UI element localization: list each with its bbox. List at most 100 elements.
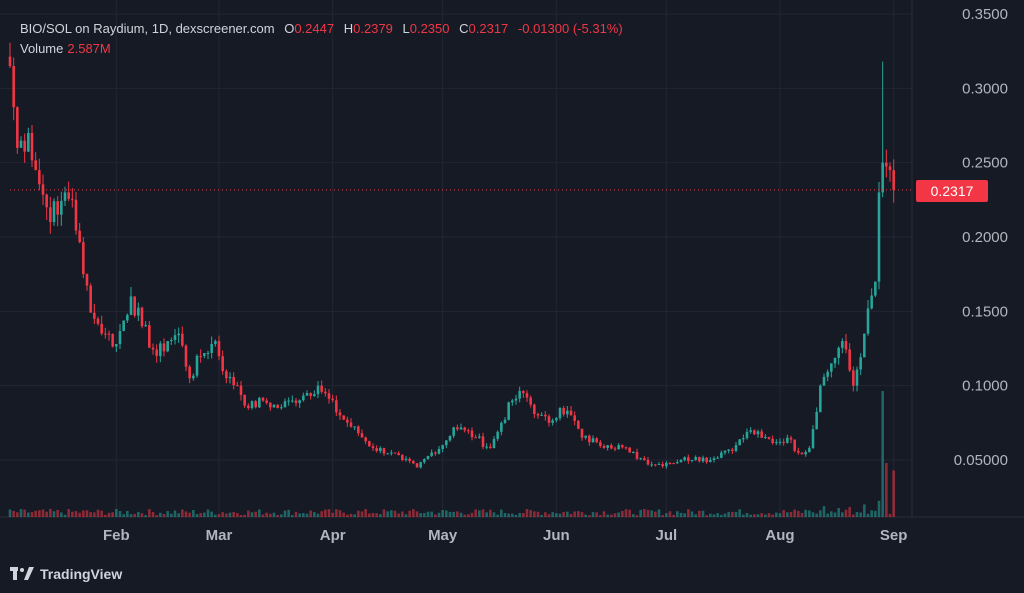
volume-bar bbox=[826, 513, 829, 517]
volume-bar bbox=[19, 509, 23, 517]
candle-body bbox=[408, 458, 411, 462]
candle-body bbox=[826, 371, 829, 377]
candle-body bbox=[786, 437, 789, 443]
candle-body bbox=[830, 363, 833, 372]
candle-body bbox=[547, 416, 551, 423]
volume-bar bbox=[580, 512, 584, 517]
candle-body bbox=[734, 445, 738, 451]
volume-bar bbox=[272, 512, 276, 517]
volume-bar bbox=[382, 509, 386, 517]
volume-bar bbox=[305, 513, 309, 517]
y-tick-label: 0.1500 bbox=[962, 303, 1008, 320]
candle-body bbox=[800, 452, 804, 455]
candle-body bbox=[335, 400, 338, 413]
candle-body bbox=[140, 307, 144, 327]
candle-body bbox=[639, 458, 642, 460]
candle-body bbox=[778, 441, 782, 443]
volume-bar bbox=[885, 463, 888, 517]
volume-bar bbox=[859, 512, 862, 517]
volume-bar bbox=[27, 512, 30, 517]
candle-body bbox=[595, 438, 598, 443]
candle-body bbox=[382, 448, 386, 454]
volume-bar bbox=[837, 508, 840, 517]
volume-bar bbox=[386, 511, 389, 517]
volume-bar bbox=[525, 509, 529, 517]
candle-body bbox=[456, 427, 459, 430]
candle-body bbox=[782, 441, 785, 443]
candle-body bbox=[657, 464, 661, 466]
candle-body bbox=[599, 442, 602, 446]
volume-bar bbox=[694, 514, 697, 517]
volume-bar bbox=[778, 513, 782, 517]
volume-bar bbox=[661, 515, 664, 517]
candle-body bbox=[129, 296, 133, 315]
candle-body bbox=[85, 274, 89, 286]
volume-bar bbox=[144, 515, 147, 517]
candle-body bbox=[613, 448, 617, 450]
volume-bar bbox=[716, 513, 719, 517]
candle-body bbox=[71, 198, 74, 200]
volume-bar bbox=[368, 513, 371, 517]
volume-bar bbox=[393, 510, 397, 517]
candle-body bbox=[529, 397, 532, 405]
x-tick-label: Apr bbox=[320, 527, 346, 544]
volume-bar bbox=[159, 512, 162, 517]
volume-bar bbox=[888, 513, 892, 517]
volume-bar bbox=[129, 514, 133, 517]
candle-body bbox=[485, 446, 488, 448]
candle-body bbox=[463, 427, 466, 431]
tradingview-footer[interactable]: TradingView bbox=[10, 564, 122, 584]
x-tick-label: Jul bbox=[655, 527, 677, 544]
candle-body bbox=[698, 457, 701, 462]
volume-bar bbox=[412, 509, 415, 517]
volume-bar bbox=[881, 391, 884, 517]
candle-body bbox=[232, 376, 235, 386]
volume-bar bbox=[720, 514, 723, 517]
volume-bar bbox=[63, 514, 67, 517]
candle-body bbox=[811, 429, 815, 449]
y-tick-label: 0.1000 bbox=[962, 378, 1008, 395]
symbol-title: BIO/SOL on Raydium, 1D, dexscreener.com bbox=[20, 21, 275, 36]
volume-bar bbox=[569, 513, 573, 517]
volume-bar bbox=[23, 509, 26, 517]
candle-body bbox=[654, 464, 657, 466]
volume-bar bbox=[654, 511, 657, 517]
volume-bar bbox=[727, 512, 730, 517]
candle-body bbox=[118, 331, 122, 345]
volume-bar bbox=[283, 510, 287, 517]
candle-body bbox=[280, 407, 283, 409]
volume-bar bbox=[533, 511, 536, 517]
candle-body bbox=[448, 435, 452, 441]
candle-body bbox=[353, 426, 356, 428]
volume-bar bbox=[804, 509, 807, 517]
y-tick-label: 0.2000 bbox=[962, 229, 1008, 246]
volume-bar bbox=[808, 510, 811, 517]
candle-body bbox=[217, 341, 221, 357]
candle-body bbox=[137, 307, 140, 316]
volume-bar bbox=[166, 511, 169, 517]
volume-bar bbox=[478, 510, 481, 517]
volume-bar bbox=[683, 513, 686, 517]
volume-bar bbox=[184, 511, 188, 517]
candle-body bbox=[665, 462, 668, 467]
candle-body bbox=[294, 400, 298, 404]
volume-bar bbox=[679, 512, 683, 517]
volume-bar bbox=[291, 515, 294, 517]
volume-bar bbox=[118, 511, 122, 517]
volume-bar bbox=[12, 510, 15, 517]
volume-bar bbox=[536, 511, 540, 517]
candle-body bbox=[533, 404, 536, 415]
candle-body bbox=[771, 438, 774, 443]
candle-body bbox=[338, 412, 342, 416]
candle-body bbox=[379, 448, 382, 452]
candle-body bbox=[327, 393, 331, 399]
candle-body bbox=[305, 393, 309, 396]
volume-bar bbox=[819, 510, 822, 517]
candle-body bbox=[16, 107, 19, 148]
volume-bar bbox=[566, 511, 569, 517]
volume-bar bbox=[863, 504, 866, 517]
candle-body bbox=[874, 281, 877, 296]
candle-body bbox=[19, 140, 23, 148]
candle-body bbox=[144, 325, 147, 327]
